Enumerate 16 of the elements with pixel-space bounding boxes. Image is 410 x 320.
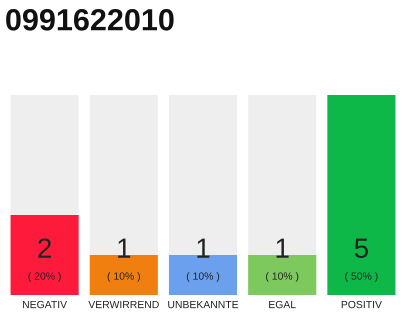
data-label: 2 xyxy=(38,238,51,258)
annotation: ( 50% ) xyxy=(345,272,378,282)
annotation: ( 10% ) xyxy=(186,272,220,282)
chart-title: 0991622010 xyxy=(6,8,174,31)
x-tick-label: UNBEKANNTE xyxy=(168,300,238,308)
data-label: 1 xyxy=(118,238,130,258)
annotation: ( 10% ) xyxy=(108,272,140,282)
x-tick-label: NEGATIV xyxy=(22,300,68,308)
annotation: ( 20% ) xyxy=(28,272,61,282)
x-tick-label: VERWIRREND xyxy=(88,300,159,308)
data-label: 5 xyxy=(354,238,368,258)
x-tick-label: EGAL xyxy=(269,300,296,308)
x-tick-label: POSITIV xyxy=(342,300,382,308)
data-label: 1 xyxy=(197,238,210,258)
data-label: 1 xyxy=(276,238,289,258)
annotation: ( 10% ) xyxy=(266,272,298,282)
